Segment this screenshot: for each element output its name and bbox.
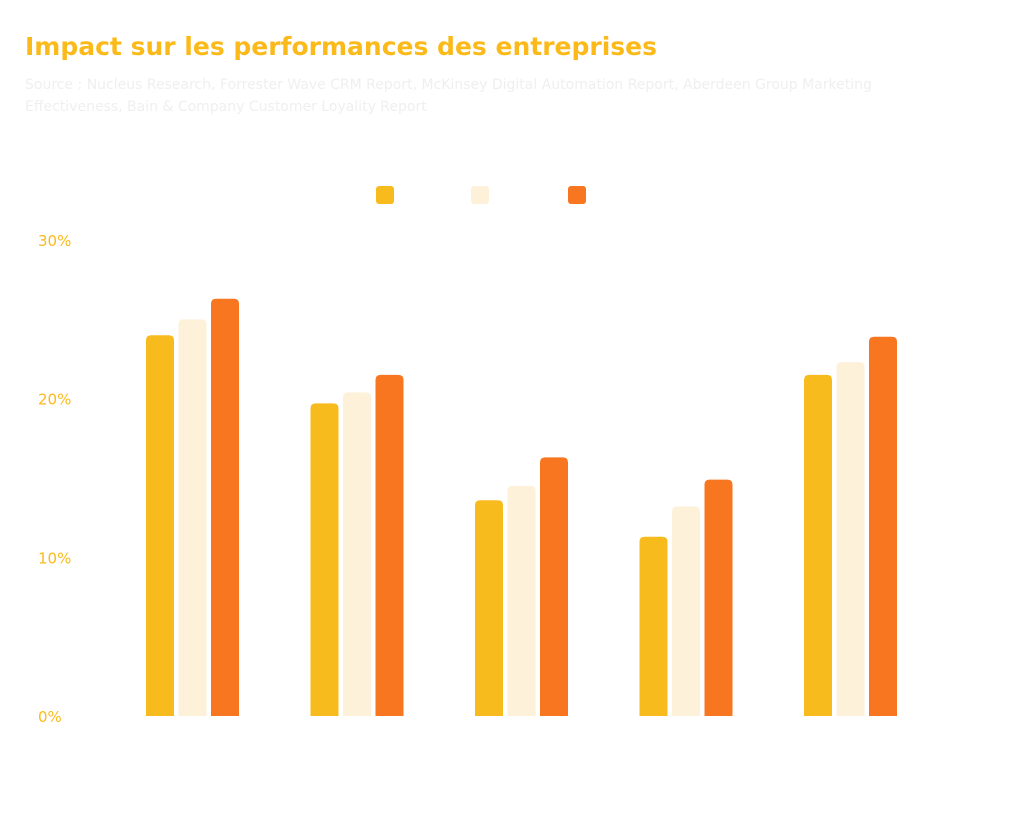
legend-swatch-series-3[interactable]: [568, 186, 586, 204]
bar-group-3-series-2[interactable]: [507, 485, 536, 716]
legend-swatch-series-1[interactable]: [376, 186, 394, 204]
chart-header: Impact sur les performances des entrepri…: [25, 30, 925, 118]
chart-source-note: Source : Nucleus Research, Forrester Wav…: [25, 77, 872, 115]
y-tick-label: 10%: [38, 549, 71, 567]
bar-group-1-series-1[interactable]: [146, 335, 174, 716]
bar-group-4-series-3[interactable]: [704, 479, 733, 716]
bar-group-2-series-3[interactable]: [375, 374, 404, 716]
bar-group-3-series-3[interactable]: [540, 457, 568, 716]
bar-group-4-series-2[interactable]: [672, 506, 700, 716]
bar-group-1-series-2[interactable]: [178, 319, 207, 716]
bar-group-5-series-3[interactable]: [869, 336, 897, 716]
bar-group-3-series-1[interactable]: [475, 500, 503, 716]
legend-swatch-series-2[interactable]: [471, 186, 489, 204]
y-tick-label: 0%: [38, 708, 62, 726]
y-tick-label: 30%: [38, 232, 71, 250]
y-tick-label: 20%: [38, 391, 71, 409]
bar-group-5-series-2[interactable]: [836, 362, 865, 716]
chart-title: Impact sur les performances des entrepri…: [25, 32, 657, 61]
bar-group-4-series-1[interactable]: [639, 536, 668, 716]
bar-group-5-series-1[interactable]: [804, 374, 832, 716]
bar-group-2-series-2[interactable]: [343, 392, 371, 716]
bar-group-1-series-3[interactable]: [211, 298, 239, 716]
bar-group-2-series-1[interactable]: [310, 403, 339, 716]
